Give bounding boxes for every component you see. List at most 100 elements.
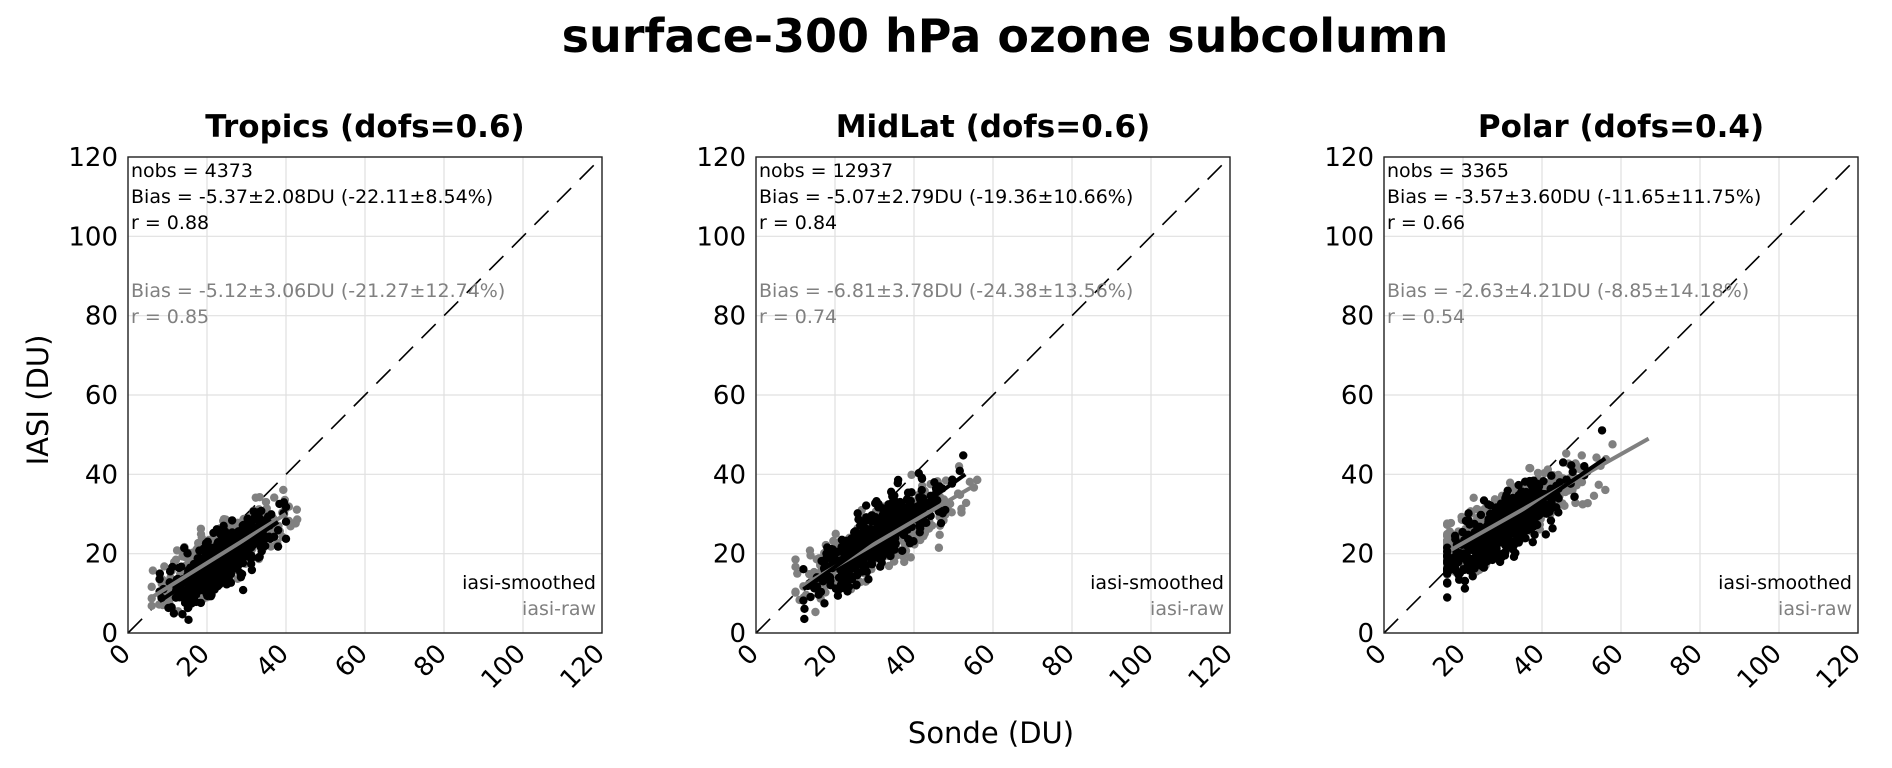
data-point	[1443, 578, 1452, 587]
legend-smoothed: iasi-smoothed	[1090, 572, 1224, 594]
axes-frame	[1383, 156, 1859, 634]
data-point	[1443, 543, 1452, 552]
stats-smoothed-line: Bias = -5.37±2.08DU (-22.11±8.54%)	[131, 186, 493, 208]
data-point	[897, 499, 906, 508]
data-point	[1577, 451, 1586, 460]
data-point	[800, 604, 809, 613]
stats-smoothed-line: Bias = -3.57±3.60DU (-11.65±11.75%)	[1387, 186, 1761, 208]
data-point	[1541, 504, 1550, 513]
data-point	[1521, 534, 1530, 543]
data-point	[1451, 534, 1460, 544]
data-point	[1460, 584, 1470, 593]
data-point	[888, 492, 897, 501]
data-point	[178, 610, 187, 619]
data-point	[791, 555, 800, 564]
data-point	[1501, 547, 1510, 557]
data-point	[172, 546, 182, 555]
data-point	[177, 562, 186, 571]
data-point	[1547, 471, 1556, 480]
data-point	[831, 584, 841, 593]
data-point	[891, 512, 900, 522]
data-point	[1533, 468, 1543, 478]
panel-title: MidLat (dofs=0.6)	[836, 109, 1151, 145]
stats-smoothed-line: r = 0.66	[1387, 212, 1465, 234]
data-point	[1534, 482, 1544, 491]
data-point	[851, 527, 860, 536]
data-point	[806, 592, 815, 602]
data-point	[255, 492, 264, 502]
data-point	[799, 596, 808, 605]
data-point	[1597, 426, 1607, 435]
data-point	[1521, 487, 1531, 497]
data-point	[1543, 465, 1553, 474]
data-point	[861, 534, 871, 543]
x-tick-label: 20	[1427, 639, 1472, 684]
data-point	[279, 485, 288, 495]
data-point	[843, 542, 852, 551]
stats-smoothed-line: r = 0.88	[131, 212, 209, 234]
data-point	[934, 543, 944, 552]
data-point	[938, 509, 947, 518]
data-point	[959, 451, 968, 460]
legend-smoothed: iasi-smoothed	[1718, 572, 1852, 594]
y-tick-label: 40	[1341, 460, 1374, 490]
data-point	[915, 493, 924, 502]
data-point	[816, 587, 826, 597]
data-point	[265, 534, 275, 544]
data-point	[973, 475, 982, 485]
data-point	[1562, 449, 1571, 458]
legend-raw: iasi-raw	[1778, 598, 1852, 620]
data-point	[220, 560, 230, 570]
data-point	[281, 534, 291, 544]
data-point	[861, 501, 871, 510]
y-axis-label: IASI (DU)	[21, 335, 55, 466]
data-point	[1568, 467, 1577, 477]
stats-raw-line: r = 0.74	[759, 306, 837, 328]
x-tick-label: 60	[957, 639, 1002, 684]
data-point	[955, 466, 964, 476]
data-point	[906, 553, 915, 562]
x-tick-label: 20	[171, 639, 216, 684]
data-point	[246, 559, 256, 569]
data-point	[864, 575, 873, 584]
x-tick-label: 100	[476, 639, 532, 695]
data-point	[1443, 569, 1452, 578]
data-point	[1446, 518, 1456, 528]
data-point	[1554, 508, 1563, 517]
panels: 0 20 40 60 80 100 120 0 20 40 60 80 100 120 Tropics (d…	[68, 109, 1867, 695]
data-point	[1601, 485, 1610, 495]
data-point	[858, 567, 867, 576]
data-point	[1477, 549, 1486, 558]
stats-raw-line: r = 0.85	[131, 306, 209, 328]
data-point	[884, 500, 893, 509]
data-point	[1492, 503, 1501, 512]
panel-title: Polar (dofs=0.4)	[1478, 109, 1764, 145]
x-tick-label: 120	[1811, 639, 1867, 695]
data-point	[1469, 493, 1478, 502]
data-point	[1530, 530, 1539, 539]
data-point	[239, 547, 248, 556]
data-point	[195, 553, 205, 563]
x-tick-label: 120	[1183, 639, 1239, 695]
data-point	[907, 470, 916, 480]
data-point	[246, 519, 256, 529]
data-point	[1509, 540, 1519, 549]
panel-title: Tropics (dofs=0.6)	[205, 109, 524, 145]
data-point	[826, 576, 835, 586]
data-point	[1592, 453, 1601, 462]
data-point	[209, 528, 218, 538]
data-point	[909, 537, 918, 546]
x-tick-label: 40	[1506, 639, 1551, 684]
data-point	[843, 573, 853, 583]
data-point	[800, 614, 809, 624]
data-point	[886, 551, 895, 561]
data-point	[1564, 486, 1573, 495]
data-point	[180, 543, 189, 553]
data-point	[246, 553, 256, 563]
data-point	[147, 601, 156, 611]
data-point	[854, 515, 863, 524]
data-point	[820, 599, 829, 608]
data-point	[178, 591, 187, 601]
